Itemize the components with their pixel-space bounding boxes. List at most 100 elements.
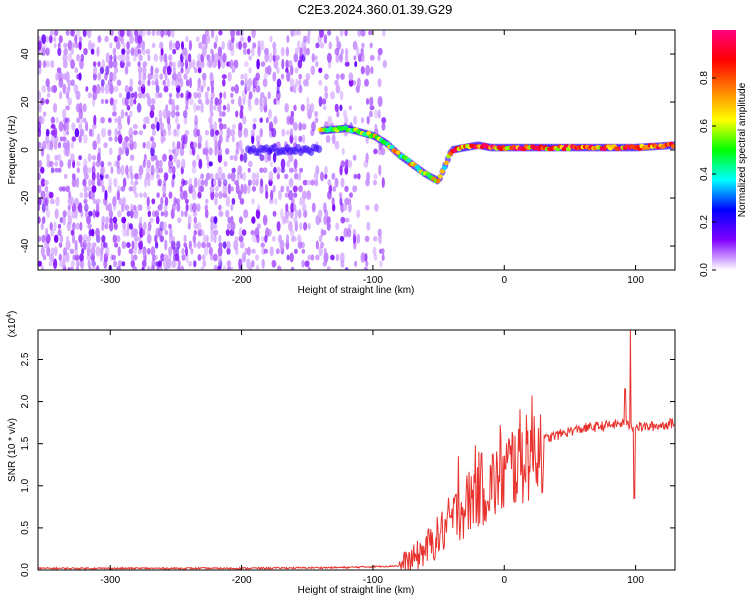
spectrogram-cell — [301, 198, 306, 205]
spectrogram-cell — [345, 53, 349, 63]
spectrogram-cell — [254, 227, 260, 238]
spectrogram-cell — [302, 203, 307, 212]
spectrogram-cell — [292, 235, 297, 242]
spectrogram-cell — [238, 40, 243, 50]
spectrogram-cell — [281, 167, 285, 174]
spectrogram-cell — [134, 239, 138, 251]
top-y-axis-label: Frequency (Hz) — [7, 116, 18, 185]
spectrogram-cell — [324, 91, 329, 100]
spectrogram-cell — [168, 154, 173, 161]
spectrogram-cell — [213, 105, 217, 111]
spectrogram-cell — [45, 47, 50, 56]
spectrogram-cell — [369, 105, 375, 111]
spectrogram-cell — [248, 91, 253, 100]
spectrogram-cell — [344, 185, 349, 192]
spectrogram-cell — [53, 221, 57, 232]
spectrogram-cell — [117, 122, 123, 131]
spectrogram-cell — [318, 246, 323, 257]
spectrogram-cell — [45, 227, 49, 238]
spectrogram-cell — [57, 42, 61, 49]
spectrogram-cell — [120, 52, 126, 63]
spectrogram-cell — [339, 197, 343, 206]
spectrogram-cell — [164, 239, 168, 251]
spectrogram-cell — [301, 248, 306, 254]
spectrogram-cell — [168, 148, 172, 155]
spectrogram-cell — [205, 172, 211, 181]
spectrogram-cell — [344, 30, 348, 37]
x-tick-label: 100 — [627, 575, 644, 586]
spectrogram-cell — [299, 167, 303, 173]
spectrogram-cell — [360, 66, 365, 75]
spectrogram-cell — [290, 30, 295, 37]
spectrogram-cell — [78, 40, 82, 51]
spectrogram-cell — [210, 128, 215, 138]
spectrogram-cell — [91, 266, 97, 270]
ridge-point — [437, 174, 443, 179]
spectrogram-cell — [122, 177, 127, 188]
spectrogram-cell — [230, 30, 235, 38]
spectrogram-cell — [180, 265, 185, 270]
spectrogram-cell — [141, 77, 146, 88]
spectrogram-cell — [278, 189, 282, 201]
spectrogram-cell — [319, 42, 325, 49]
spectrogram-cell — [257, 204, 261, 212]
y-tick-label: 2.0 — [20, 394, 31, 408]
spectrogram-cell — [50, 167, 55, 174]
spectrogram-cell — [142, 61, 148, 67]
spectrogram-cell — [58, 71, 63, 82]
spectrogram-cell — [244, 77, 248, 88]
spectrogram-cell — [378, 164, 382, 176]
spectrogram-cell — [114, 135, 118, 143]
spectrogram-cell — [79, 192, 84, 198]
spectrogram-cell — [225, 148, 230, 155]
spectrogram-cell — [360, 117, 365, 124]
spectrogram-cell — [188, 260, 192, 267]
spectrogram-cell — [171, 177, 175, 188]
bottom-x-axis-label: Height of straight line (km) — [298, 585, 415, 596]
spectrogram-cell — [151, 210, 156, 218]
spectrogram-cell — [272, 185, 276, 193]
spectrogram-cell — [128, 186, 134, 192]
y-tick-label: 20 — [20, 96, 31, 108]
y-tick-label: 2.5 — [20, 352, 31, 366]
spectrogram-cell — [326, 52, 332, 63]
spectrogram-cell — [137, 204, 143, 212]
spectrogram-cell — [182, 180, 188, 186]
spectrogram-cell — [139, 216, 143, 224]
spectrogram-cell — [133, 123, 138, 130]
spectrogram-cell — [79, 259, 85, 269]
spectrogram-cell — [227, 216, 231, 224]
spectrogram-cell — [261, 247, 266, 256]
spectrogram-cell — [145, 166, 151, 174]
spectrogram-cell — [352, 154, 357, 161]
spectrogram-cell — [213, 216, 218, 225]
spectrogram-cell — [201, 33, 207, 45]
spectrogram-cell — [323, 247, 327, 255]
spectrogram-cell — [146, 196, 150, 207]
colorbar-gradient — [712, 30, 736, 270]
spectrogram-cell — [158, 178, 162, 187]
spectrogram-cell — [373, 148, 378, 155]
spectrogram-cell — [208, 161, 213, 167]
spectrogram-cell — [300, 104, 305, 112]
spectrogram-cell — [129, 154, 135, 161]
spectrogram-cell — [71, 42, 76, 49]
spectrogram-cell — [205, 97, 210, 106]
spectrogram-cell — [130, 259, 135, 268]
spectrogram-cell — [126, 210, 131, 217]
spectrogram-cell — [339, 90, 344, 101]
spectrogram-cell — [147, 54, 151, 62]
spectrogram-cell — [78, 102, 83, 114]
spectrogram-cell — [175, 128, 180, 138]
spectrogram-cell — [164, 196, 169, 207]
spectrogram-cell — [113, 85, 119, 93]
spectrogram-cell — [338, 192, 343, 199]
spectrogram-cell — [241, 252, 247, 263]
spectrogram-cell — [38, 172, 41, 181]
spectrogram-cell — [194, 115, 199, 126]
spectrogram-cell — [100, 98, 105, 105]
spectrogram-cell — [95, 198, 101, 205]
spectrogram-cell — [318, 96, 323, 107]
spectrogram-cell — [90, 42, 96, 49]
